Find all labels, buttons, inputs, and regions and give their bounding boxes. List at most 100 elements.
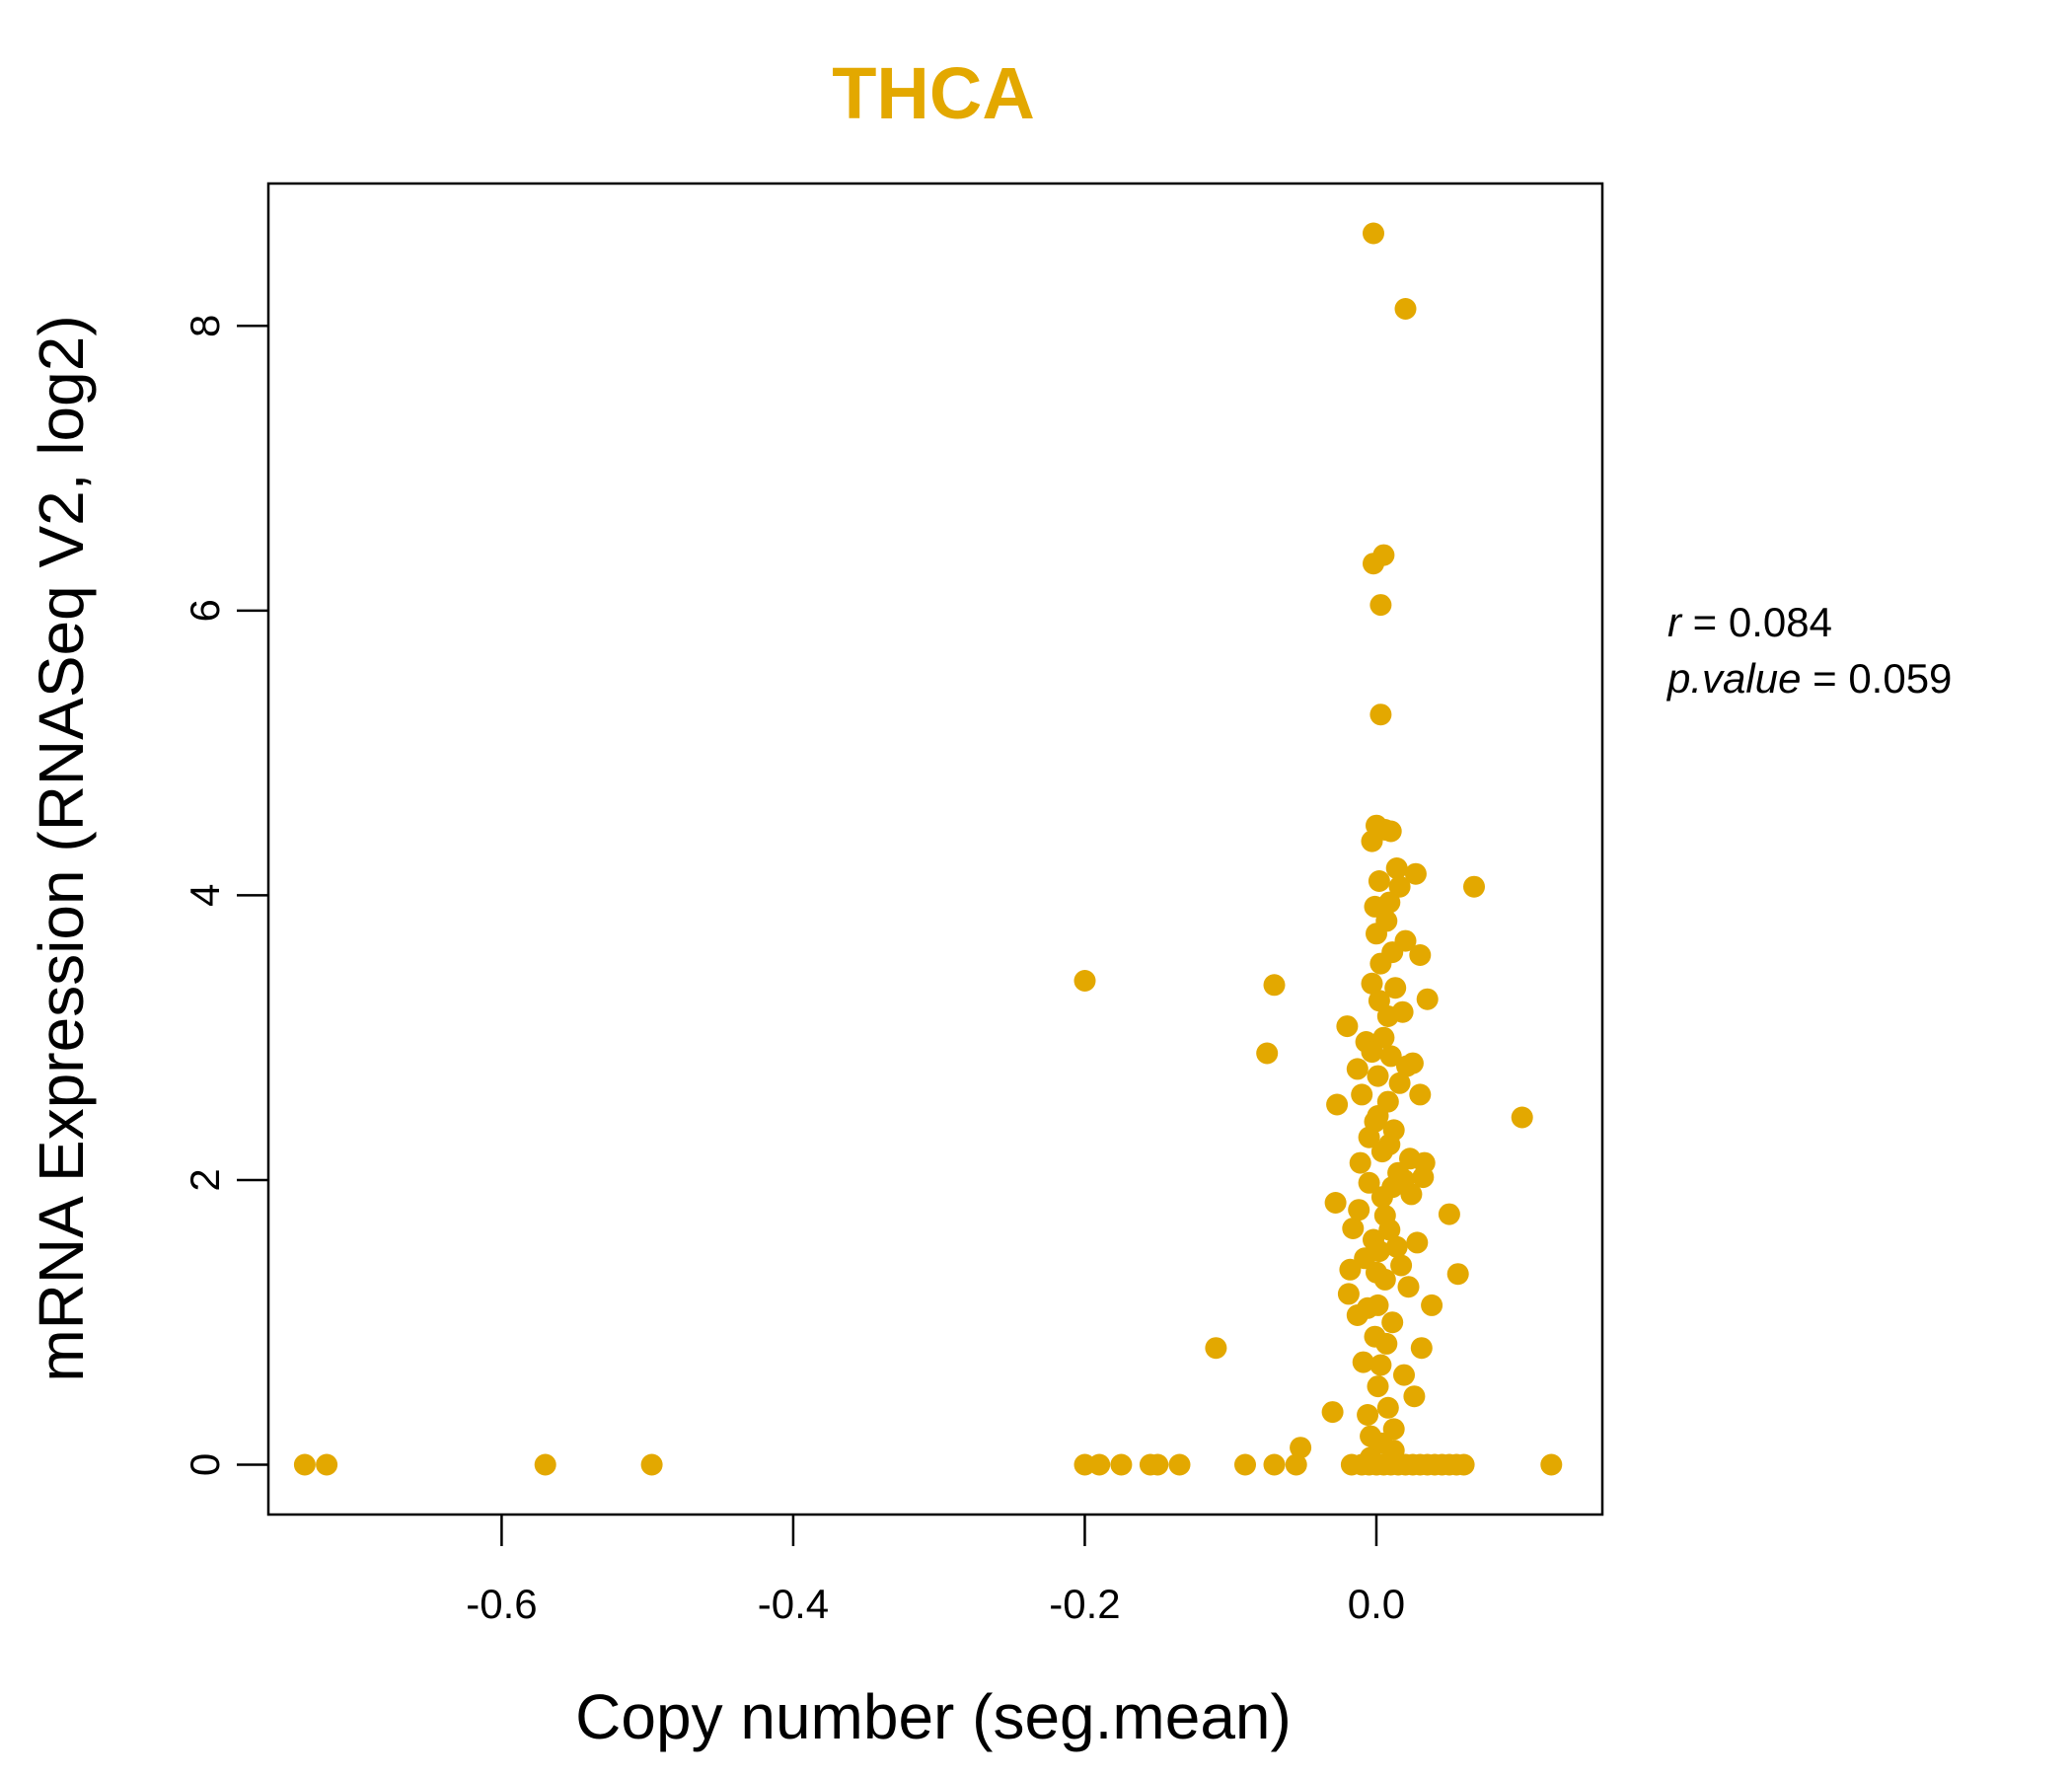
data-point [1378, 891, 1401, 914]
data-point [1400, 1183, 1423, 1206]
data-point [1394, 298, 1417, 320]
data-point [1373, 1205, 1396, 1226]
data-point [1409, 944, 1432, 966]
data-point [1326, 1093, 1349, 1116]
data-point [1321, 1401, 1344, 1424]
y-tick-label: 4 [182, 884, 228, 907]
data-point [1349, 1151, 1371, 1174]
x-tick-label: -0.2 [1049, 1581, 1120, 1627]
y-tick-label: 2 [182, 1168, 228, 1191]
y-tick-label: 6 [182, 599, 228, 622]
data-point [1394, 929, 1417, 952]
y-axis: 0 2 4 6 8 [182, 315, 268, 1476]
data-point [1367, 1375, 1389, 1398]
data-point [1073, 970, 1096, 992]
x-tick-label: -0.6 [466, 1581, 537, 1627]
data-point [1256, 1042, 1279, 1065]
data-point [1413, 1151, 1436, 1174]
data-point [293, 1453, 316, 1476]
data-point [1351, 1083, 1373, 1106]
r-value: 0.084 [1729, 599, 1832, 645]
data-point [1357, 1296, 1379, 1319]
plot-frame [266, 182, 1604, 1517]
data-point [1379, 1045, 1402, 1068]
data-point [1406, 1231, 1429, 1254]
data-point [1234, 1453, 1256, 1476]
data-point [1390, 1254, 1413, 1277]
data-point [1367, 1105, 1389, 1127]
r-equals: = [1681, 599, 1729, 645]
data-point [1263, 974, 1286, 997]
data-point [1393, 1364, 1415, 1386]
p-label: p.value [1665, 655, 1801, 702]
data-point [1409, 1453, 1432, 1476]
data-point [1403, 1385, 1426, 1408]
data-point [1511, 1106, 1533, 1129]
data-point [1382, 1440, 1405, 1462]
data-point [1337, 1283, 1360, 1305]
y-tick-label: 0 [182, 1453, 228, 1476]
data-point [1336, 1015, 1359, 1038]
data-point [640, 1453, 663, 1476]
p-equals: = [1801, 655, 1848, 702]
data-point [1540, 1453, 1563, 1476]
data-point [1263, 1453, 1286, 1476]
data-point [1385, 1235, 1408, 1258]
data-point [1416, 988, 1439, 1010]
correlation-stat: r = 0.084 [1667, 599, 1832, 645]
data-point [1369, 703, 1392, 726]
data-point [1381, 1311, 1404, 1334]
data-point [1110, 1453, 1133, 1476]
data-point [1290, 1437, 1312, 1459]
data-point [1438, 1203, 1460, 1225]
data-point [1205, 1337, 1227, 1360]
data-point [1368, 1240, 1390, 1263]
data-point [1463, 875, 1485, 898]
data-point [1361, 972, 1383, 995]
p-value-stat: p.value = 0.059 [1665, 655, 1952, 702]
x-tick-label: 0.0 [1348, 1581, 1405, 1627]
data-point [1324, 1192, 1347, 1214]
data-point [1384, 977, 1407, 999]
data-point [1452, 1453, 1475, 1476]
data-point [1361, 1041, 1383, 1064]
data-point [1385, 857, 1408, 879]
data-point [1147, 1453, 1169, 1476]
data-point [1410, 1337, 1433, 1360]
r-label: r [1667, 599, 1683, 645]
data-point [1376, 1396, 1399, 1419]
data-point [1421, 1294, 1443, 1316]
data-point [1366, 1261, 1387, 1284]
data-point [1364, 1325, 1386, 1348]
data-point [1342, 1218, 1365, 1239]
data-point [534, 1453, 556, 1476]
x-axis-label: Copy number (seg.mean) [575, 1681, 1292, 1752]
data-point [1369, 594, 1392, 617]
chart-title: THCA [832, 52, 1035, 134]
data-point [1368, 870, 1390, 892]
data-point [1088, 1453, 1111, 1476]
data-point [1391, 1000, 1414, 1023]
data-point [1379, 820, 1402, 843]
data-point [1339, 1258, 1362, 1281]
data-points [293, 222, 1563, 1476]
x-axis: -0.6 -0.4 -0.2 0.0 [466, 1515, 1405, 1627]
data-point [1285, 1453, 1307, 1476]
data-point [1346, 1058, 1369, 1080]
data-point [1369, 1354, 1392, 1376]
x-tick-label: -0.4 [758, 1581, 829, 1627]
y-tick-label: 8 [182, 315, 228, 337]
y-axis-label: mRNA Expression (RNASeq V2, log2) [26, 315, 97, 1381]
data-point [1378, 1133, 1401, 1155]
data-point [1168, 1453, 1191, 1476]
data-point [1409, 1083, 1432, 1106]
data-point [1388, 875, 1411, 898]
data-point [1401, 1052, 1424, 1074]
data-point [1367, 1065, 1389, 1087]
data-point [1397, 1276, 1420, 1298]
data-point [1372, 544, 1395, 566]
data-point [316, 1453, 338, 1476]
data-point [1352, 1351, 1374, 1373]
data-point [1357, 1404, 1379, 1426]
